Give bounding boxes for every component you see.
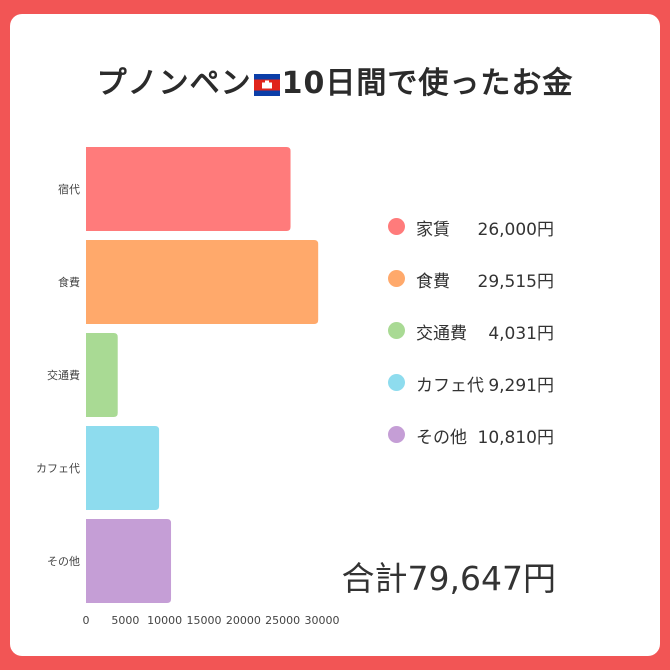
bar-5 xyxy=(86,519,172,603)
y-tick-label: 食費 xyxy=(58,275,80,289)
bar-3 xyxy=(86,333,118,417)
x-tick-label: 5000 xyxy=(111,614,139,627)
legend-label: その他 xyxy=(416,428,467,448)
legend-value: 10,810円 xyxy=(477,428,554,448)
legend-label: 家賃 xyxy=(416,220,450,240)
legend-dot xyxy=(388,270,405,287)
legend-label: 食費 xyxy=(416,272,450,292)
legend-dot xyxy=(388,374,405,391)
x-tick-label: 0 xyxy=(83,614,90,627)
title-text-before-flag: プノンペン xyxy=(96,66,252,101)
legend-item: 家賃 26,000円 xyxy=(388,206,568,258)
legend-item: その他 10,810円 xyxy=(388,414,568,466)
legend-item: 交通費 4,031円 xyxy=(388,310,568,362)
legend-dot xyxy=(388,218,405,235)
legend-value: 9,291円 xyxy=(488,376,554,396)
legend-item: 食費 29,515円 xyxy=(388,258,568,310)
x-tick-label: 20000 xyxy=(226,614,261,627)
y-tick-label: カフェ代 xyxy=(36,462,80,475)
bar-1 xyxy=(86,147,291,231)
legend-dot xyxy=(388,322,405,339)
x-tick-label: 30000 xyxy=(305,614,340,627)
legend-label: 交通費 xyxy=(416,324,467,344)
bar-4 xyxy=(86,426,160,510)
legend-value: 4,031円 xyxy=(488,324,554,344)
cambodia-flag-icon xyxy=(253,73,280,96)
x-tick-label: 25000 xyxy=(265,614,300,627)
y-tick-label: その他 xyxy=(47,555,80,568)
legend-value: 29,515円 xyxy=(477,272,554,292)
legend-label: カフェ代 xyxy=(416,376,484,396)
total-amount: 合計79,647円 xyxy=(341,559,556,598)
legend-dot xyxy=(388,426,405,443)
x-tick-label: 10000 xyxy=(147,614,182,627)
page-title: プノンペン 10日間で使ったお金 xyxy=(0,58,670,102)
title-text-after-flag: 10日間で使ったお金 xyxy=(281,66,574,101)
y-tick-label: 宿代 xyxy=(58,182,80,196)
legend-value: 26,000円 xyxy=(477,220,554,240)
x-tick-label: 15000 xyxy=(187,614,222,627)
legend-item: カフェ代 9,291円 xyxy=(388,362,568,414)
legend: 家賃 26,000円 食費 29,515円 交通費 4,031円 カフェ代 9,… xyxy=(388,206,568,466)
bar-2 xyxy=(86,240,319,324)
y-tick-label: 交通費 xyxy=(47,368,80,382)
